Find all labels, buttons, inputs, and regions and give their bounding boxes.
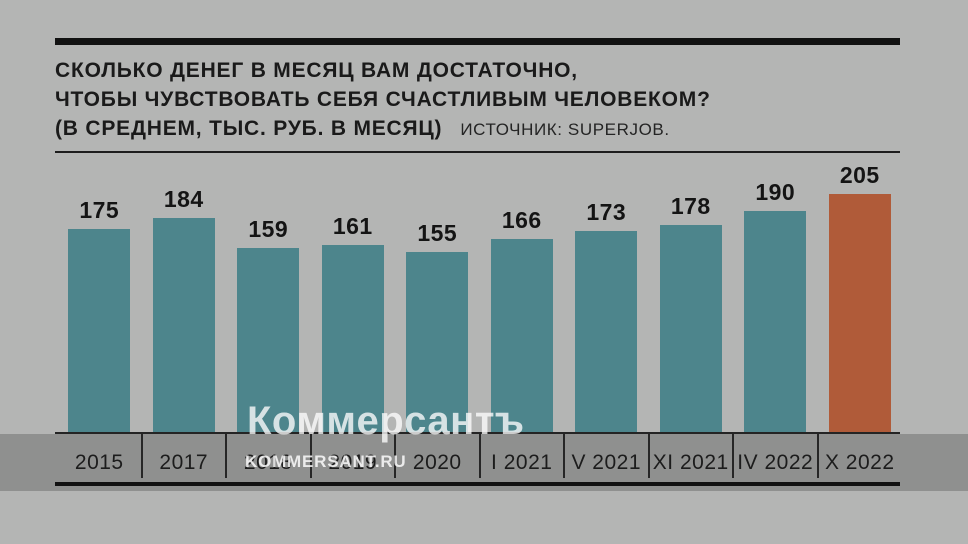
bar bbox=[237, 248, 300, 433]
bar-value-label: 190 bbox=[755, 179, 796, 205]
x-axis-cell: 2017 bbox=[142, 434, 227, 478]
bar bbox=[659, 225, 722, 433]
x-axis-cell: 2015 bbox=[57, 434, 143, 478]
bar-value-label: 161 bbox=[332, 213, 373, 239]
bar bbox=[321, 245, 384, 433]
chart-title: СКОЛЬКО ДЕНЕГ В МЕСЯЦ ВАМ ДОСТАТОЧНО, ЧТ… bbox=[55, 56, 915, 144]
bar-column-2018: 159 bbox=[226, 0, 311, 433]
bar-column-X 2022: 205 bbox=[818, 0, 903, 433]
x-axis-cell: XI 2021 bbox=[649, 434, 734, 478]
bar-value-label: 205 bbox=[839, 162, 880, 188]
bar bbox=[828, 194, 891, 433]
x-axis-cell: X 2022 bbox=[818, 434, 903, 478]
x-axis-divider bbox=[394, 434, 396, 478]
x-axis-label: V 2021 bbox=[571, 451, 642, 474]
chart-title-line-2: ЧТОБЫ ЧУВСТВОВАТЬ СЕБЯ СЧАСТЛИВЫМ ЧЕЛОВЕ… bbox=[55, 88, 711, 111]
x-axis-label: 2018 bbox=[243, 451, 293, 474]
title-separator-rule bbox=[55, 151, 900, 153]
bar bbox=[68, 229, 131, 433]
x-axis-cell: I 2021 bbox=[480, 434, 565, 478]
x-axis-label: X 2022 bbox=[824, 451, 895, 474]
x-axis-cell: V 2021 bbox=[564, 434, 650, 478]
bar-value-label: 184 bbox=[163, 186, 204, 212]
x-axis-label: 2019 bbox=[328, 451, 378, 474]
bar-value-label: 159 bbox=[248, 216, 289, 242]
x-axis-cell: IV 2022 bbox=[733, 434, 819, 478]
x-axis-divider bbox=[647, 434, 650, 478]
top-rule bbox=[55, 38, 900, 45]
bottom-rule bbox=[55, 482, 900, 486]
bar-column-2020: 155 bbox=[395, 0, 480, 433]
bar-column-I 2021: 166 bbox=[480, 0, 565, 433]
bar-chart: 175 184 159 161 155 166 173 178 190 205 bbox=[57, 0, 902, 433]
x-axis-cell: 2020 bbox=[395, 434, 481, 478]
x-axis-baseline bbox=[55, 432, 900, 434]
bar bbox=[575, 231, 638, 433]
bar-value-label: 173 bbox=[586, 199, 627, 225]
bar bbox=[490, 239, 553, 433]
x-axis-labels-row: 2015 2017 2018 2019 2020 I 2021 V 2021 XI 2021 I… bbox=[57, 434, 902, 478]
x-axis-divider bbox=[732, 434, 734, 478]
bar-value-label: 175 bbox=[79, 197, 120, 223]
bar-value-label: 178 bbox=[670, 193, 711, 219]
x-axis-band bbox=[0, 434, 968, 491]
x-axis-label: 2017 bbox=[159, 451, 209, 474]
kommersant-logo-watermark: Коммерсантъ bbox=[247, 399, 525, 443]
chart-title-line-1: СКОЛЬКО ДЕНЕГ В МЕСЯЦ ВАМ ДОСТАТОЧНО, bbox=[55, 59, 578, 82]
x-axis-divider bbox=[816, 434, 819, 478]
bar-column-V 2021: 173 bbox=[564, 0, 649, 433]
chart-title-line-3: (В СРЕДНЕМ, ТЫС. РУБ. В МЕСЯЦ) bbox=[55, 117, 443, 140]
bar-column-2015: 175 bbox=[57, 0, 142, 433]
x-axis-label: IV 2022 bbox=[737, 451, 814, 474]
bar-value-label: 155 bbox=[417, 220, 458, 246]
x-axis-divider bbox=[225, 434, 227, 478]
x-axis-cell: 2018 bbox=[226, 434, 312, 478]
x-axis-label: I 2021 bbox=[491, 451, 553, 474]
bar bbox=[744, 211, 807, 433]
x-axis-divider bbox=[478, 434, 481, 478]
source-label: ИСТОЧНИК: SUPERJOB. bbox=[460, 120, 670, 139]
bar bbox=[406, 252, 469, 433]
bar-column-2017: 184 bbox=[142, 0, 227, 433]
x-axis-label: XI 2021 bbox=[652, 451, 729, 474]
x-axis-label: 2020 bbox=[412, 451, 462, 474]
bar-column-XI 2021: 178 bbox=[649, 0, 734, 433]
kommersant-url-watermark: KOMMERSANT.RU bbox=[245, 452, 407, 471]
x-axis-divider bbox=[563, 434, 565, 478]
bar-value-label: 166 bbox=[501, 207, 542, 233]
x-axis-divider bbox=[309, 434, 312, 478]
bar bbox=[152, 218, 215, 433]
bar-column-IV 2022: 190 bbox=[733, 0, 818, 433]
x-axis-divider bbox=[140, 434, 143, 478]
x-axis-cell: 2019 bbox=[311, 434, 396, 478]
bar-column-2019: 161 bbox=[311, 0, 396, 433]
x-axis-label: 2015 bbox=[74, 451, 124, 474]
